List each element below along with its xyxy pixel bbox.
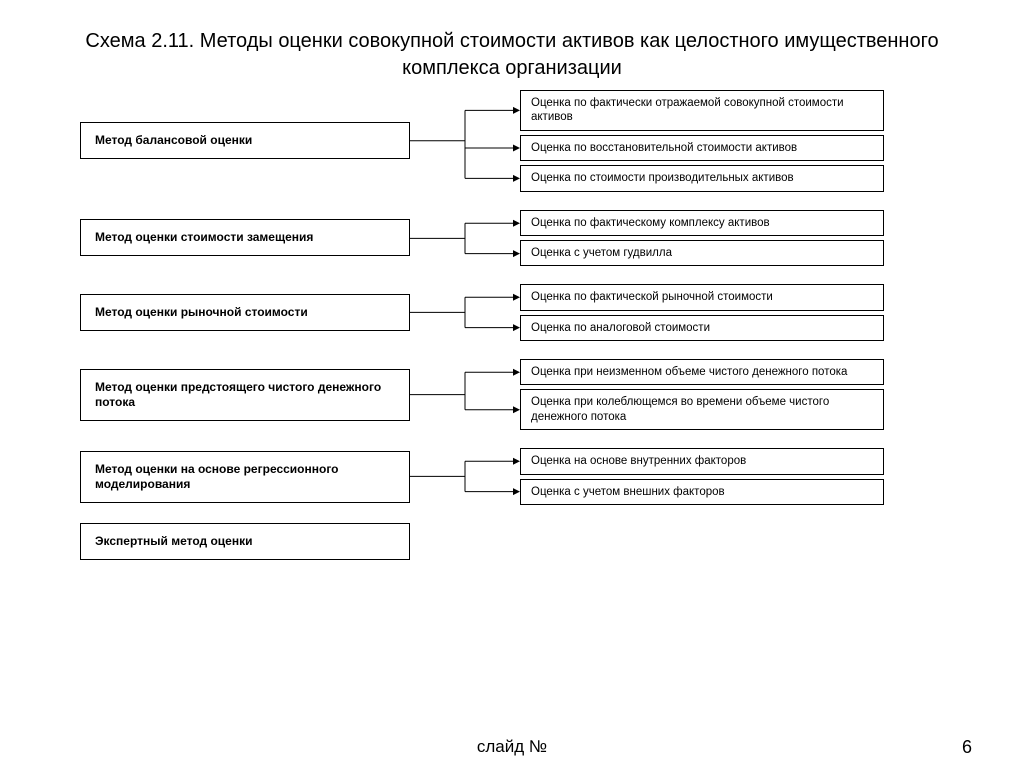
option-box: Оценка при неизменном объеме чистого ден… xyxy=(520,359,884,385)
method-group: Метод оценки рыночной стоимости Оценка по… xyxy=(80,284,944,341)
method-box: Метод оценки рыночной стоимости xyxy=(80,294,410,331)
option-box: Оценка по восстановительной стоимости ак… xyxy=(520,135,884,161)
option-box: Оценка на основе внутренних факторов xyxy=(520,448,884,474)
option-box: Оценка с учетом гудвилла xyxy=(520,240,884,266)
connector-region xyxy=(410,448,520,505)
options-column: Оценка при неизменном объеме чистого ден… xyxy=(520,359,884,430)
connector-lines xyxy=(410,448,520,505)
method-box: Метод оценки на основе регрессионного мо… xyxy=(80,451,410,503)
connector-region xyxy=(410,90,520,192)
method-group: Метод оценки на основе регрессионного мо… xyxy=(80,448,944,505)
diagram-container: Метод балансовой оценки Оценка по фактиче… xyxy=(0,90,1024,560)
method-group: Экспертный метод оценки xyxy=(80,523,944,560)
method-box: Метод оценки стоимости замещения xyxy=(80,219,410,256)
connector-lines xyxy=(410,359,520,430)
connector-lines xyxy=(410,284,520,341)
option-box: Оценка по фактическому комплексу активов xyxy=(520,210,884,236)
options-column: Оценка по фактической рыночной стоимости… xyxy=(520,284,884,341)
method-box: Метод оценки предстоящего чистого денежн… xyxy=(80,369,410,421)
option-box: Оценка по стоимости производительных акт… xyxy=(520,165,884,191)
options-column: Оценка по фактически отражаемой совокупн… xyxy=(520,90,884,192)
method-box: Экспертный метод оценки xyxy=(80,523,410,560)
method-box: Метод балансовой оценки xyxy=(80,122,410,159)
option-box: Оценка с учетом внешних факторов xyxy=(520,479,884,505)
method-group: Метод балансовой оценки Оценка по фактиче… xyxy=(80,90,944,192)
options-column: Оценка по фактическому комплексу активов… xyxy=(520,210,884,267)
option-box: Оценка по аналоговой стоимости xyxy=(520,315,884,341)
options-column: Оценка на основе внутренних факторов Оцен… xyxy=(520,448,884,505)
option-box: Оценка при колеблющемся во времени объем… xyxy=(520,389,884,430)
slide-label: слайд № xyxy=(477,737,547,757)
connector-region xyxy=(410,284,520,341)
option-box: Оценка по фактически отражаемой совокупн… xyxy=(520,90,884,131)
connector-lines xyxy=(410,90,520,192)
connector-region xyxy=(410,359,520,430)
method-group: Метод оценки стоимости замещения Оценка п… xyxy=(80,210,944,267)
option-box: Оценка по фактической рыночной стоимости xyxy=(520,284,884,310)
connector-lines xyxy=(410,210,520,267)
connector-region xyxy=(410,210,520,267)
method-group: Метод оценки предстоящего чистого денежн… xyxy=(80,359,944,430)
slide-number: 6 xyxy=(962,737,972,758)
diagram-title: Схема 2.11. Методы оценки совокупной сто… xyxy=(0,0,1024,82)
